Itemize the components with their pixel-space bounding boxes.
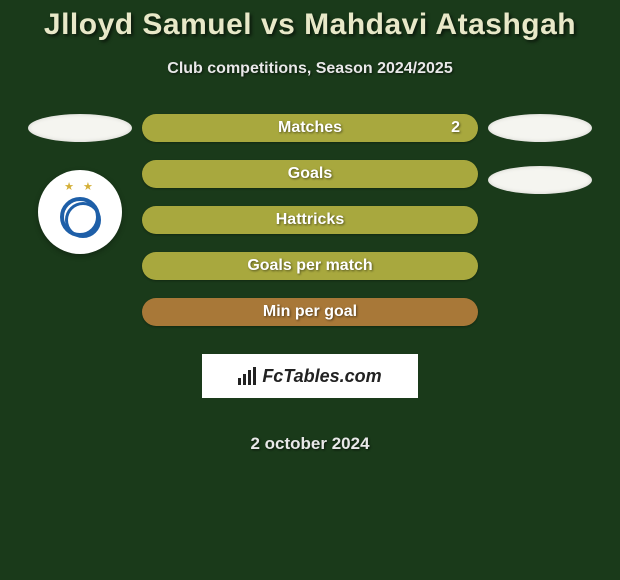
- stat-bar-goals-per-match: Goals per match: [142, 252, 478, 280]
- stat-bar-goals: Goals: [142, 160, 478, 188]
- date-text: 2 october 2024: [250, 434, 369, 454]
- stats-column: Matches 2 Goals Hattricks Goals per matc…: [140, 114, 480, 454]
- branding-box[interactable]: FcTables.com: [202, 354, 418, 398]
- subtitle: Club competitions, Season 2024/2025: [167, 60, 452, 78]
- left-player-column: ★ ★: [20, 114, 140, 254]
- stat-label: Goals: [288, 165, 332, 183]
- branding-label: FcTables.com: [262, 366, 381, 387]
- stat-label: Hattricks: [276, 211, 344, 229]
- player-photo-placeholder-right-1: [488, 114, 592, 142]
- stat-value: 2: [451, 119, 460, 137]
- stat-bar-hattricks: Hattricks: [142, 206, 478, 234]
- bar-chart-icon: [238, 367, 256, 385]
- stat-label: Min per goal: [263, 303, 357, 321]
- badge-ring-icon: [60, 197, 100, 237]
- stat-bar-min-per-goal: Min per goal: [142, 298, 478, 326]
- club-badge-left: ★ ★: [38, 170, 122, 254]
- comparison-body: ★ ★ Matches 2 Goals Hattricks Goals per …: [0, 114, 620, 454]
- stat-label: Matches: [278, 119, 342, 137]
- badge-stars-icon: ★ ★: [64, 180, 96, 193]
- page-title: Jlloyd Samuel vs Mahdavi Atashgah: [44, 8, 576, 42]
- player-photo-placeholder-left: [28, 114, 132, 142]
- player-photo-placeholder-right-2: [488, 166, 592, 194]
- comparison-card: Jlloyd Samuel vs Mahdavi Atashgah Club c…: [0, 0, 620, 454]
- stat-bar-matches: Matches 2: [142, 114, 478, 142]
- stat-label: Goals per match: [247, 257, 372, 275]
- right-player-column: [480, 114, 600, 194]
